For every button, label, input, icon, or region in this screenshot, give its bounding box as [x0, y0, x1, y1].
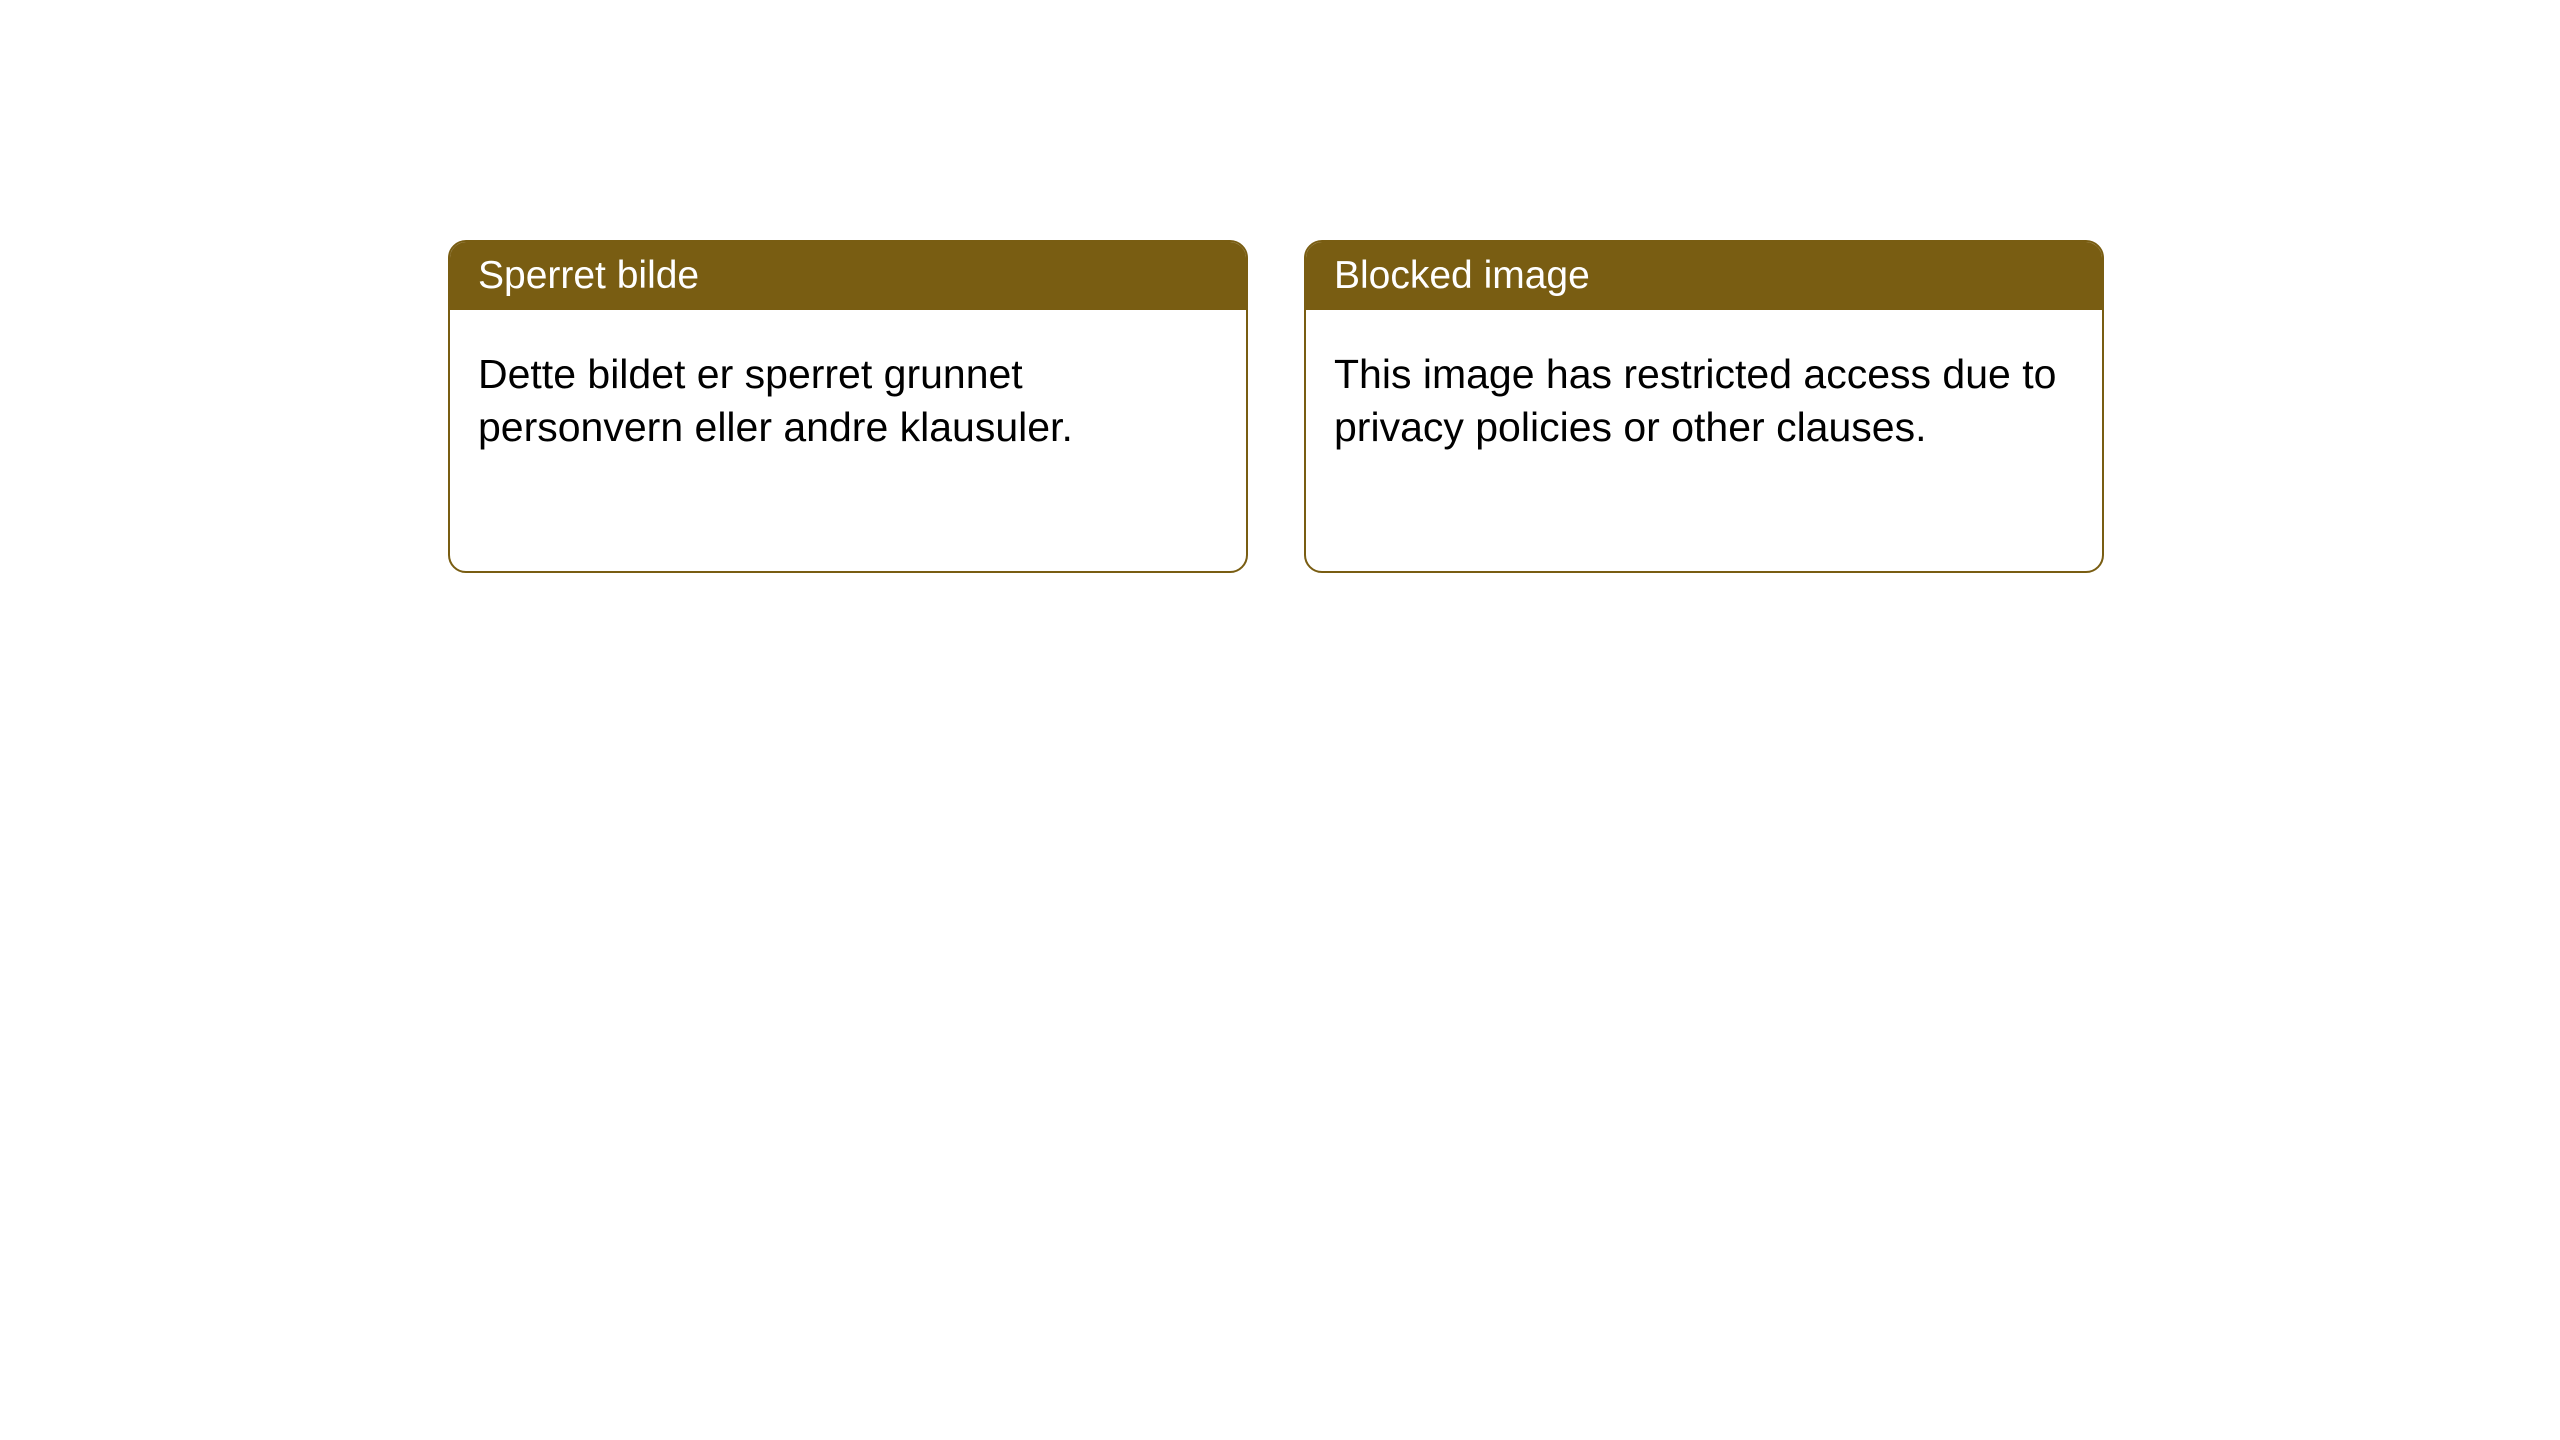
- notice-card-english: Blocked image This image has restricted …: [1304, 240, 2104, 573]
- notice-card-norwegian: Sperret bilde Dette bildet er sperret gr…: [448, 240, 1248, 573]
- card-body-text: Dette bildet er sperret grunnet personve…: [478, 351, 1073, 450]
- card-header-norwegian: Sperret bilde: [450, 242, 1246, 310]
- card-body-english: This image has restricted access due to …: [1306, 310, 2102, 493]
- card-body-text: This image has restricted access due to …: [1334, 351, 2056, 450]
- card-header-english: Blocked image: [1306, 242, 2102, 310]
- notice-cards-container: Sperret bilde Dette bildet er sperret gr…: [448, 240, 2104, 573]
- card-header-text: Sperret bilde: [478, 254, 699, 297]
- card-body-norwegian: Dette bildet er sperret grunnet personve…: [450, 310, 1246, 493]
- card-header-text: Blocked image: [1334, 254, 1590, 297]
